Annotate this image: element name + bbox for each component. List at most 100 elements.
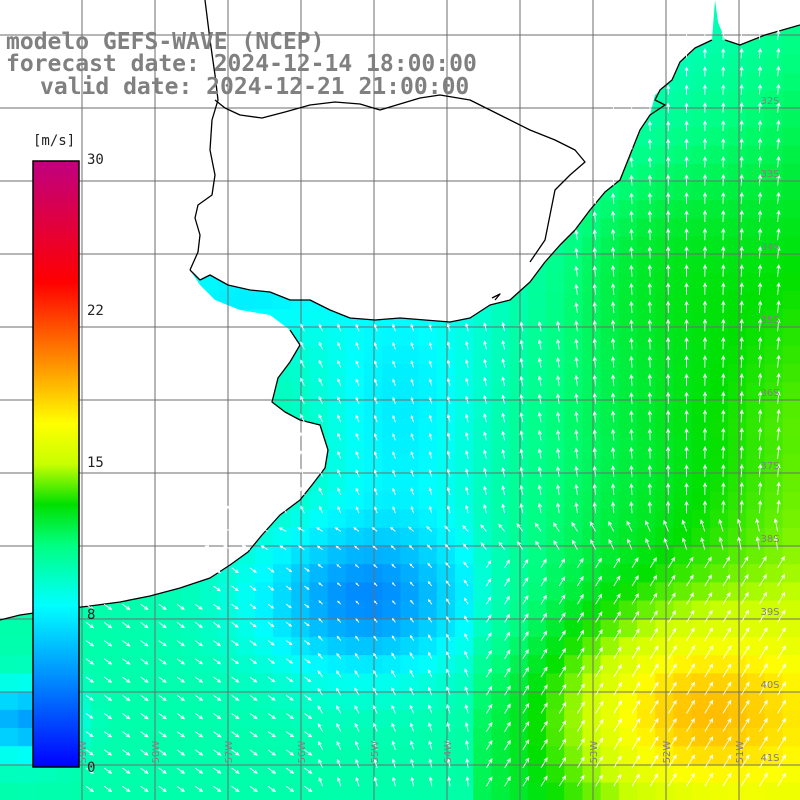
field-cell bbox=[691, 673, 711, 693]
field-cell bbox=[764, 746, 784, 765]
wind-arrow bbox=[176, 658, 186, 665]
wind-arrow bbox=[318, 582, 323, 587]
wind-arrow bbox=[176, 713, 186, 720]
field-cell bbox=[418, 618, 438, 638]
wind-arrow bbox=[631, 557, 639, 569]
field-cell bbox=[782, 546, 800, 565]
wind-arrow bbox=[776, 47, 781, 59]
wind-arrow bbox=[267, 749, 277, 756]
field-cell bbox=[236, 782, 256, 800]
field-cell bbox=[491, 691, 511, 711]
wind-arrow bbox=[231, 585, 239, 592]
wind-arrow bbox=[480, 542, 487, 550]
wind-arrow bbox=[776, 209, 781, 223]
wind-arrow bbox=[613, 557, 621, 569]
wind-arrow bbox=[558, 647, 566, 660]
field-cell bbox=[764, 327, 784, 347]
wind-arrow bbox=[739, 445, 744, 459]
wind-arrow bbox=[391, 669, 396, 678]
wind-arrow bbox=[739, 499, 744, 514]
field-cell bbox=[309, 527, 329, 547]
wind-arrow bbox=[213, 749, 222, 756]
wind-arrow bbox=[610, 410, 616, 423]
wind-arrow bbox=[285, 622, 293, 627]
wind-arrow bbox=[249, 622, 257, 628]
field-cell bbox=[764, 72, 784, 92]
wind-arrow bbox=[592, 447, 597, 459]
wind-arrow bbox=[373, 618, 378, 623]
wind-arrow bbox=[355, 506, 360, 514]
wind-arrow bbox=[231, 767, 240, 774]
wind-arrow bbox=[213, 622, 221, 628]
field-cell bbox=[327, 546, 347, 565]
wind-arrow bbox=[408, 526, 414, 532]
wind-arrow bbox=[686, 592, 694, 605]
field-cell bbox=[564, 455, 583, 474]
wind-arrow bbox=[702, 318, 708, 332]
field-cell bbox=[564, 546, 583, 565]
wind-arrow bbox=[571, 539, 578, 550]
wind-arrow bbox=[704, 736, 714, 751]
field-cell bbox=[364, 455, 383, 474]
wind-arrow bbox=[355, 618, 360, 623]
field-cell bbox=[600, 291, 620, 310]
field-cell bbox=[418, 473, 438, 492]
field-cell bbox=[254, 546, 274, 565]
wind-arrow bbox=[103, 640, 113, 647]
field-cell bbox=[764, 691, 784, 711]
field-cell bbox=[746, 273, 765, 292]
wind-arrow bbox=[213, 567, 222, 574]
field-cell bbox=[400, 655, 420, 674]
field-cell bbox=[254, 291, 274, 310]
wind-arrow bbox=[465, 322, 469, 332]
field-cell bbox=[618, 455, 638, 474]
field-cell bbox=[582, 345, 602, 365]
wind-arrow bbox=[702, 227, 708, 241]
field-cell bbox=[473, 327, 492, 347]
wind-arrow bbox=[231, 749, 240, 756]
field-cell bbox=[582, 564, 602, 583]
field-cell bbox=[709, 345, 729, 365]
field-cell bbox=[655, 527, 674, 547]
wind-arrow bbox=[684, 282, 689, 295]
wind-arrow bbox=[158, 731, 167, 738]
field-cell bbox=[54, 782, 74, 800]
field-cell bbox=[564, 291, 583, 310]
wind-arrow bbox=[504, 649, 511, 660]
field-cell bbox=[418, 637, 438, 656]
field-cell bbox=[673, 182, 693, 201]
wind-arrow bbox=[465, 395, 469, 405]
field-cell bbox=[436, 728, 456, 747]
field-cell bbox=[364, 327, 383, 347]
field-cell bbox=[746, 327, 765, 347]
coastline-segment bbox=[189, 39, 713, 323]
wind-arrow bbox=[777, 717, 786, 732]
field-cell bbox=[491, 309, 511, 329]
wind-arrow bbox=[777, 699, 786, 714]
field-cell bbox=[782, 618, 800, 638]
field-cell bbox=[618, 382, 638, 401]
field-cell bbox=[36, 764, 56, 784]
wind-arrow bbox=[428, 450, 433, 459]
field-cell bbox=[382, 764, 401, 784]
field-cell bbox=[709, 618, 729, 638]
wind-arrow bbox=[665, 318, 671, 332]
wind-arrow bbox=[574, 447, 579, 459]
wind-arrow bbox=[446, 704, 451, 714]
wind-arrow bbox=[263, 505, 269, 514]
field-cell bbox=[782, 200, 800, 219]
wind-arrow bbox=[777, 645, 786, 660]
wind-arrow bbox=[647, 264, 652, 277]
wind-arrow bbox=[647, 228, 652, 241]
wind-arrow bbox=[267, 640, 275, 646]
wind-arrow bbox=[647, 428, 652, 441]
wind-arrow bbox=[337, 396, 342, 405]
wind-arrow bbox=[668, 609, 676, 623]
coastline-segment bbox=[0, 329, 329, 621]
longitude-label: 55W bbox=[370, 741, 381, 764]
wind-arrow bbox=[649, 627, 659, 641]
wind-arrow bbox=[318, 395, 324, 405]
field-cell bbox=[436, 655, 456, 674]
wind-arrow bbox=[776, 300, 781, 314]
field-cell bbox=[728, 145, 747, 165]
